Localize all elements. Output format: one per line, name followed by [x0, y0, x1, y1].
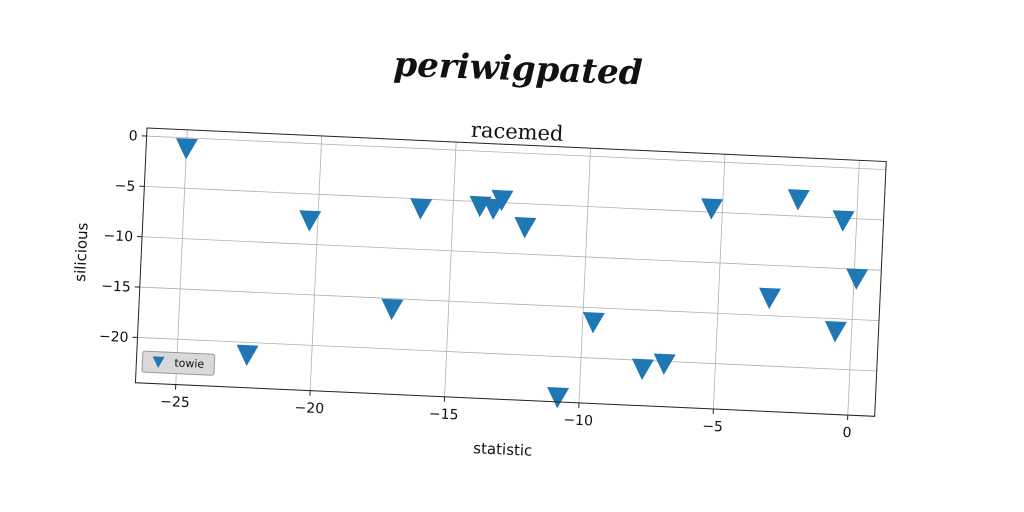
y-tick-label: −20: [99, 329, 129, 346]
plot-axes: −25 −20 −15 −10 −5 0 0 −5 −10 −15 −20 racemed stat…: [71, 118, 887, 460]
y-grid-line: [137, 337, 877, 372]
scatter-point: [824, 320, 847, 343]
scatter-point: [701, 198, 724, 220]
y-tick-label: −5: [114, 178, 135, 195]
scatter-point: [236, 344, 259, 367]
scatter-point: [547, 387, 570, 409]
x-grid-line: [309, 135, 323, 391]
scatter-point: [514, 217, 537, 239]
x-tick-label: −20: [294, 400, 324, 417]
scatter-point: [175, 138, 198, 160]
x-axis-label: statistic: [473, 439, 533, 460]
chart-title: racemed: [470, 118, 564, 146]
x-tick-label: −25: [160, 394, 190, 411]
scatter-point: [381, 298, 404, 321]
plot-background: [135, 128, 887, 417]
scatter-point: [653, 353, 676, 375]
plot-frame: [134, 127, 887, 417]
y-grid-line: [139, 286, 880, 322]
scatter-point: [410, 198, 433, 220]
legend-label: towie: [174, 356, 205, 370]
scatter-point: [832, 210, 855, 232]
x-grid-line: [847, 160, 860, 416]
grid-lines: [137, 129, 886, 416]
legend-marker-triangle-icon: [152, 356, 165, 369]
y-grid-line: [144, 185, 884, 221]
y-tick-label: −15: [101, 278, 131, 295]
scatter-point: [631, 358, 654, 380]
scatter-point: [299, 210, 322, 232]
chart-legend: towie: [141, 350, 216, 376]
x-tick-label: −15: [429, 406, 459, 423]
y-grid-line: [142, 236, 882, 271]
axis-ticks: −25 −20 −15 −10 −5 0 0 −5 −10 −15 −20: [99, 128, 852, 441]
scatter-points: [175, 138, 869, 409]
x-grid-line: [444, 142, 457, 397]
y-axis-label: silicious: [71, 222, 92, 282]
scatter-point: [846, 268, 869, 290]
scatter-point: [759, 287, 782, 310]
scatter-point: [491, 189, 514, 212]
y-grid-line: [146, 135, 886, 171]
x-tick-label: −5: [702, 419, 723, 436]
chart-suptitle: periwigpated: [393, 45, 644, 94]
scatter-point: [582, 311, 605, 334]
y-tick-label: 0: [128, 128, 138, 144]
x-grid-line: [712, 154, 726, 410]
x-grid-line: [175, 129, 188, 385]
x-tick-label: 0: [842, 425, 852, 441]
x-grid-line: [578, 148, 591, 403]
y-tick-label: −10: [103, 228, 133, 245]
scatter-point: [787, 189, 810, 211]
x-tick-label: −10: [563, 412, 593, 429]
